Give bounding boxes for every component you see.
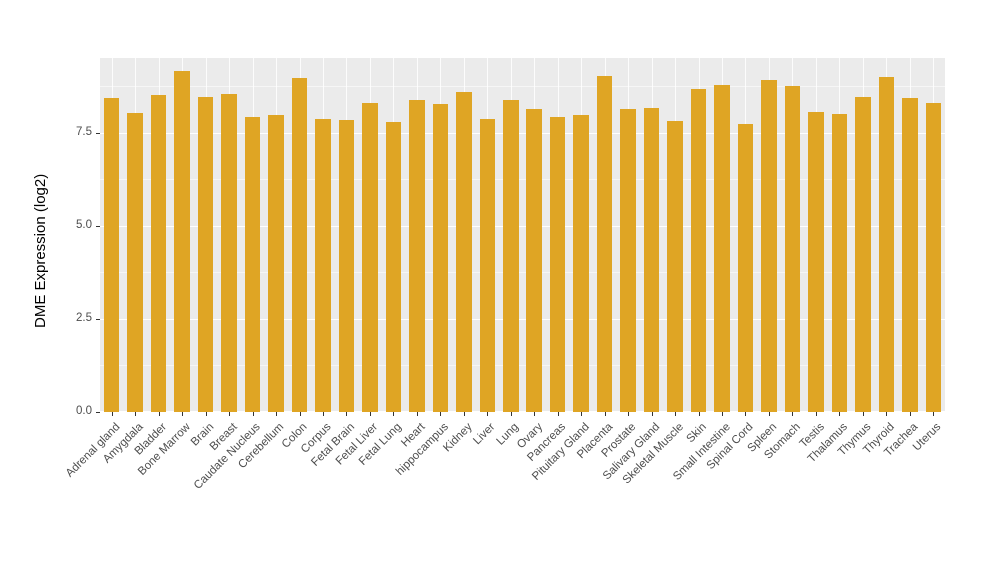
bar-fetal-brain <box>338 119 355 412</box>
x-tick-mark <box>933 412 935 416</box>
bar-heart <box>409 100 425 412</box>
bar-thalamus <box>831 113 848 412</box>
x-tick-mark <box>182 412 184 416</box>
x-tick-mark <box>463 412 465 416</box>
bar-pituitary-gland <box>573 114 589 412</box>
y-tick-mark <box>96 225 100 227</box>
bar-skin <box>690 88 707 412</box>
bar-small-intestine <box>714 85 730 412</box>
gridline-major <box>100 318 945 321</box>
x-tick-mark <box>111 412 113 416</box>
x-tick-mark <box>369 412 371 416</box>
x-tick-mark <box>510 412 512 416</box>
bar-spinal-cord <box>737 123 754 412</box>
x-tick-mark <box>135 412 137 416</box>
x-tick-mark <box>886 412 888 416</box>
x-tick-mark <box>628 412 630 416</box>
x-tick-mark <box>322 412 324 416</box>
x-tick-mark <box>346 412 348 416</box>
x-tick-label: Liver <box>471 421 498 448</box>
bar-colon <box>291 78 308 412</box>
bar-liver <box>479 119 496 412</box>
bar-thymus <box>855 96 871 412</box>
x-tick-mark <box>909 412 911 416</box>
bar-trachea <box>902 98 918 412</box>
y-tick-label: 0.0 <box>76 405 92 417</box>
x-tick-mark <box>487 412 489 416</box>
bar-brain <box>197 96 214 412</box>
bar-cerebellum <box>268 114 284 412</box>
x-tick-mark <box>604 412 606 416</box>
bar-corpus <box>315 118 331 412</box>
y-tick-mark <box>96 132 100 134</box>
gridline-major <box>100 410 945 412</box>
bar-pancreas <box>549 116 566 412</box>
gridline-minor <box>100 179 945 181</box>
bar-stomach <box>784 86 801 412</box>
x-tick-mark <box>276 412 278 416</box>
bar-salivary-gland <box>643 107 660 412</box>
gridline-major <box>100 225 945 228</box>
x-tick-mark <box>534 412 536 416</box>
bar-caudate-nucleus <box>244 116 261 412</box>
x-tick-mark <box>675 412 677 416</box>
x-tick-mark <box>299 412 301 416</box>
x-tick-mark <box>792 412 794 416</box>
x-tick-mark <box>745 412 747 416</box>
bar-lung <box>503 99 519 412</box>
x-tick-mark <box>581 412 583 416</box>
bar-fetal-lung <box>385 122 402 412</box>
bar-testis <box>808 111 824 412</box>
x-tick-mark <box>229 412 231 416</box>
x-tick-mark <box>768 412 770 416</box>
gridline-minor <box>100 365 945 367</box>
y-tick-label: 7.5 <box>76 125 92 138</box>
bar-thyroid <box>878 77 895 412</box>
bar-amygdala <box>127 113 143 412</box>
y-tick-mark <box>96 412 100 413</box>
x-tick-mark <box>440 412 442 416</box>
x-tick-mark <box>698 412 700 416</box>
x-tick-mark <box>815 412 817 416</box>
bar-ovary <box>526 108 542 412</box>
y-tick-label: 5.0 <box>76 218 92 231</box>
x-tick-mark <box>205 412 207 416</box>
bar-prostate <box>620 108 636 412</box>
bar-kidney <box>456 91 472 412</box>
plot-panel <box>100 58 945 412</box>
y-tick-mark <box>96 318 100 320</box>
bar-hippocampus <box>432 103 449 412</box>
gridline-minor <box>100 272 945 274</box>
bar-skeletal-muscle <box>667 120 683 412</box>
x-tick-mark <box>651 412 653 416</box>
gridline-major <box>100 132 945 135</box>
y-axis-title: DME Expression (log2) <box>32 173 49 328</box>
x-tick-mark <box>158 412 160 416</box>
x-tick-mark <box>557 412 559 416</box>
x-tick-mark <box>839 412 841 416</box>
x-tick-mark <box>393 412 395 416</box>
bar-bone-marrow <box>174 71 190 412</box>
bar-uterus <box>925 102 941 412</box>
gridline-minor <box>100 85 945 87</box>
x-tick-mark <box>416 412 418 416</box>
x-tick-mark <box>862 412 864 416</box>
bar-fetal-liver <box>362 102 378 412</box>
bar-bladder <box>150 95 167 412</box>
x-tick-mark <box>722 412 723 416</box>
bar-adrenal-gland <box>103 97 120 412</box>
bar-spleen <box>761 79 777 412</box>
x-tick-mark <box>252 412 254 416</box>
y-tick-label: 2.5 <box>76 311 92 324</box>
bar-breast <box>221 93 237 412</box>
bar-placenta <box>596 75 613 412</box>
